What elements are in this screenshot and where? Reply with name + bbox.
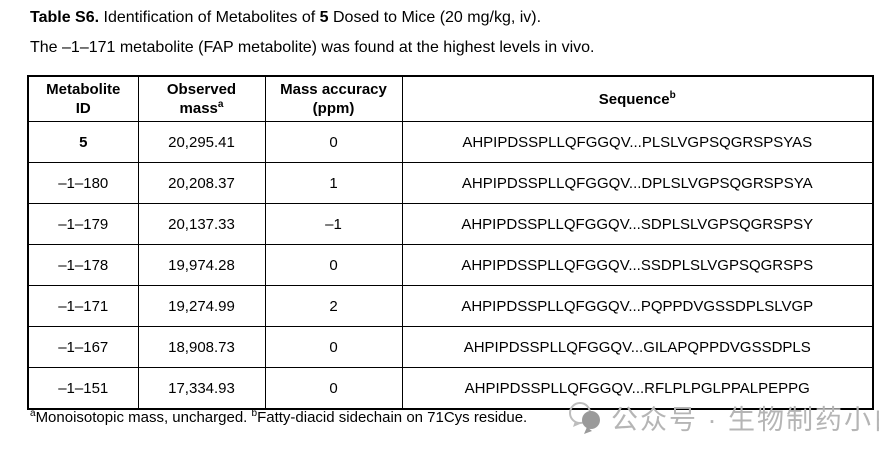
table-row: –1–167 18,908.73 0 AHPIPDSSPLLQFGGQV...G… bbox=[27, 326, 874, 368]
metabolite-id-cell: –1–171 bbox=[27, 285, 139, 327]
metabolite-id-cell: –1–178 bbox=[27, 244, 139, 286]
observed-mass-cell: 20,208.37 bbox=[137, 162, 266, 204]
watermark-text: 公众号 · 生物制药小白 bbox=[611, 405, 879, 435]
footnote-text-a: Monoisotopic mass, uncharged. bbox=[35, 409, 252, 426]
mass-accuracy-cell: 2 bbox=[264, 285, 403, 327]
header-line: (ppm) bbox=[312, 100, 355, 117]
header-line: Sequence bbox=[598, 90, 670, 108]
header-line: Observed bbox=[166, 81, 237, 98]
table-row: –1–171 19,274.99 2 AHPIPDSSPLLQFGGQV...P… bbox=[27, 285, 874, 327]
footnote-marker-a: a bbox=[30, 408, 36, 419]
col-header-mass-accuracy: Mass accuracy (ppm) bbox=[264, 75, 403, 122]
col-header-sequence: Sequenceb bbox=[401, 75, 874, 122]
sequence-cell: AHPIPDSSPLLQFGGQV...PLSLVGPSQGRSPSYAS bbox=[401, 121, 874, 163]
metabolite-id-cell: –1–151 bbox=[27, 367, 139, 410]
observed-mass-cell: 17,334.93 bbox=[137, 367, 266, 410]
compound-number: 5 bbox=[319, 9, 329, 26]
table-row: –1–180 20,208.37 1 AHPIPDSSPLLQFGGQV...D… bbox=[27, 162, 874, 204]
metabolite-id-cell: 5 bbox=[27, 121, 139, 163]
footnote-marker-a: a bbox=[217, 99, 224, 110]
title-text-1: Identification of Metabolites of bbox=[99, 9, 320, 26]
header-line: ID bbox=[75, 100, 91, 117]
table-row: –1–178 19,974.28 0 AHPIPDSSPLLQFGGQV...S… bbox=[27, 244, 874, 286]
col-header-observed-mass: Observed massa bbox=[137, 75, 266, 122]
table-label: Table S6. bbox=[30, 9, 100, 26]
table-footnote: aMonoisotopic mass, uncharged. bFatty-di… bbox=[30, 408, 528, 427]
mass-accuracy-cell: –1 bbox=[264, 203, 403, 245]
metabolite-id-cell: –1–167 bbox=[27, 326, 139, 368]
table-row: –1–151 17,334.93 0 AHPIPDSSPLLQFGGQV...R… bbox=[27, 367, 874, 410]
observed-mass-cell: 20,295.41 bbox=[137, 121, 266, 163]
sequence-cell: AHPIPDSSPLLQFGGQV...RFLPLPGLPPALPEPPG bbox=[401, 367, 874, 410]
sequence-cell: AHPIPDSSPLLQFGGQV...GILAPQPPDVGSSDPLS bbox=[401, 326, 874, 368]
title-text-2: Dosed to Mice (20 mg/kg, iv). bbox=[328, 9, 542, 26]
observed-mass-cell: 19,274.99 bbox=[137, 285, 266, 327]
chat-bubbles-icon bbox=[567, 400, 603, 436]
header-line: mass bbox=[179, 100, 218, 117]
header-row: Metabolite ID Observed massa Mass accuracy… bbox=[27, 75, 874, 122]
col-header-metabolite-id: Metabolite ID bbox=[27, 75, 139, 122]
metabolite-id-cell: –1–179 bbox=[27, 203, 139, 245]
table-row: –1–179 20,137.33 –1 AHPIPDSSPLLQFGGQV...… bbox=[27, 203, 874, 245]
header-line: Mass accuracy bbox=[280, 81, 387, 98]
footnote-marker-b: b bbox=[669, 89, 676, 101]
sequence-cell: AHPIPDSSPLLQFGGQV...SDPLSLVGPSQGRSPSY bbox=[401, 203, 874, 245]
sequence-cell: AHPIPDSSPLLQFGGQV...PQPPDVGSSDPLSLVGP bbox=[401, 285, 874, 327]
mass-accuracy-cell: 0 bbox=[264, 244, 403, 286]
observed-mass-cell: 18,908.73 bbox=[137, 326, 266, 368]
metabolite-id-cell: –1–180 bbox=[27, 162, 139, 204]
watermark: 公众号 · 生物制药小白 bbox=[567, 398, 879, 437]
mass-accuracy-cell: 1 bbox=[264, 162, 403, 204]
header-line: Metabolite bbox=[46, 81, 121, 98]
footnote-text-b: Fatty-diacid sidechain on 71Cys residue. bbox=[257, 409, 528, 426]
footnote-marker-b: b bbox=[251, 408, 258, 419]
table-title: Table S6. Identification of Metabolites … bbox=[30, 8, 541, 28]
mass-accuracy-cell: 0 bbox=[264, 121, 403, 163]
table-row: 5 20,295.41 0 AHPIPDSSPLLQFGGQV...PLSLVG… bbox=[27, 121, 874, 163]
table-subtitle: The –1–171 metabolite (FAP metabolite) w… bbox=[30, 39, 595, 56]
observed-mass-cell: 19,974.28 bbox=[137, 244, 266, 286]
observed-mass-cell: 20,137.33 bbox=[137, 203, 266, 245]
sequence-cell: AHPIPDSSPLLQFGGQV...DPLSLVGPSQGRSPSYA bbox=[401, 162, 874, 204]
mass-accuracy-cell: 0 bbox=[264, 367, 403, 410]
metabolite-table: Metabolite ID Observed massa Mass accuracy… bbox=[27, 75, 874, 410]
mass-accuracy-cell: 0 bbox=[264, 326, 403, 368]
sequence-cell: AHPIPDSSPLLQFGGQV...SSDPLSLVGPSQGRSPS bbox=[401, 244, 874, 286]
